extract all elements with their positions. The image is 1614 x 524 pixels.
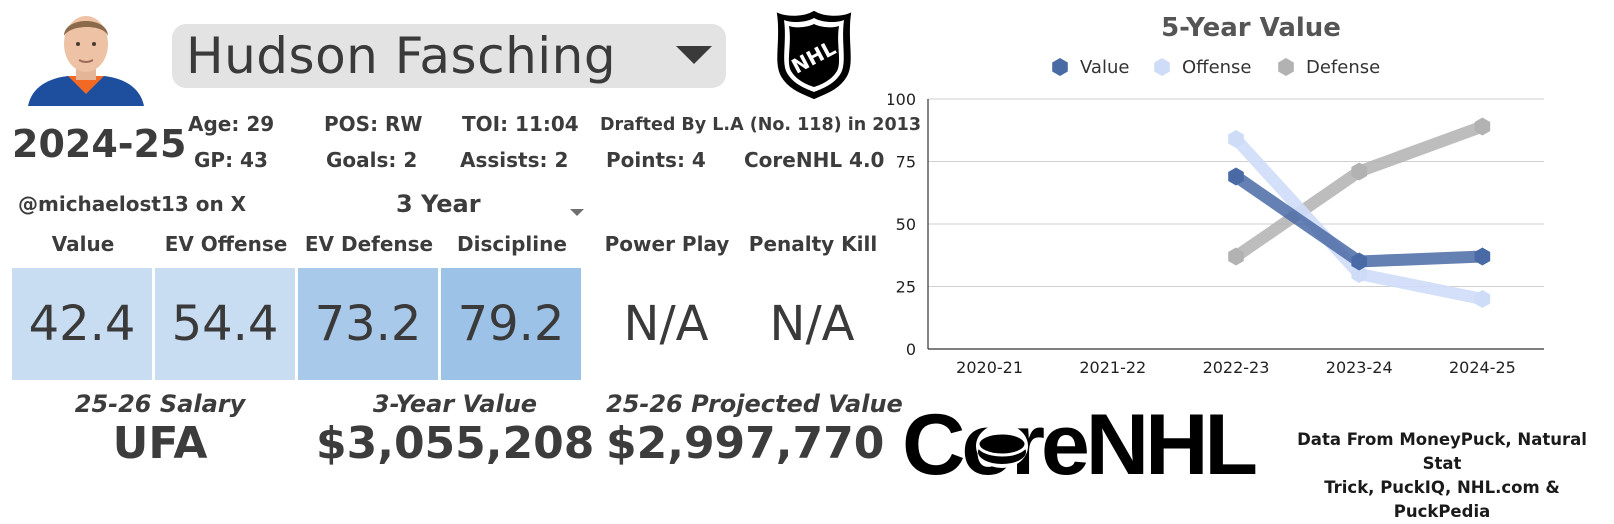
rating-header-ev-defense: EV Defense [304,232,434,256]
series-line-value [1232,171,1483,268]
y-tick-label: 100 [888,90,916,109]
y-tick-label: 75 [896,153,916,172]
credits-line-2: Trick, PuckIQ, NHL.com & PuckPedia [1324,478,1560,521]
five-year-value-chart: 5-Year Value Value Offense Defense 0 25 50 75… [888,13,1544,377]
player-photo [28,16,144,106]
x-tick-label: 2020-21 [956,358,1023,377]
legend-marker-defense [1278,58,1294,76]
x-tick-label: 2021-22 [1079,358,1146,377]
y-tick-label: 25 [896,278,916,297]
x-tick-label: 2023-24 [1326,358,1393,377]
data-point-value [1228,167,1244,186]
rating-header-discipline: Discipline [457,232,567,256]
span-select-value: 3 Year [396,190,481,218]
corenhl-logo: CoreNHL [902,404,1259,484]
x-tick-label: 2024-25 [1449,358,1516,377]
rating-header-value: Value [51,232,115,256]
age-stat: Age: 29 [188,112,275,136]
position-stat: POS: RW [324,112,423,136]
data-point-value [1474,247,1491,266]
data-point-value [1351,252,1367,271]
games-played-stat: GP: 43 [194,148,268,172]
x-tick-label: 2022-23 [1203,358,1270,377]
dropdown-caret-icon[interactable] [676,46,712,64]
chevron-down-icon[interactable] [570,209,584,216]
author-handle: @michaelost13 on X [18,192,247,216]
assists-stat: Assists: 2 [460,148,569,172]
rating-header-ev-offense: EV Offense [164,232,288,256]
projected-value: $2,997,770 [606,418,885,469]
rating-tile-penalty-kill: N/A [742,268,882,380]
three-year-value-label: 3-Year Value [372,390,538,418]
rating-header-penalty-kill: Penalty Kill [748,232,878,256]
version-label: CoreNHL 4.0 [744,148,885,172]
legend-marker-offense [1154,58,1170,76]
rating-header-power-play: Power Play [604,232,730,256]
chart-series [1228,117,1491,308]
salary-label: 25-26 Salary [74,390,246,418]
chart-x-axis: 2020-21 2021-22 2022-23 2023-24 2024-25 [956,358,1516,377]
data-point-offense [1228,130,1244,148]
credits-line-1: Data From MoneyPuck, Natural Stat [1297,430,1587,473]
data-point-defense [1474,117,1491,136]
points-stat: Points: 4 [606,148,706,172]
data-point-defense [1228,247,1244,266]
data-point-defense [1351,162,1367,181]
data-credits: Data From MoneyPuck, Natural Stat Trick,… [1282,428,1602,524]
chart-y-axis: 0 25 50 75 100 [888,90,916,359]
chart-gridlines [927,98,1544,350]
three-year-value: $3,055,208 [316,418,595,469]
chart-legend: Value Offense Defense [1052,57,1380,78]
toi-stat: TOI: 11:04 [462,112,579,136]
legend-label-value: Value [1080,57,1129,78]
season-label: 2024-25 [12,122,187,166]
data-point-offense [1351,265,1367,283]
rating-tile-ev-defense: 73.2 [298,268,438,380]
salary-value: UFA [112,418,208,469]
player-name: Hudson Fasching [186,27,617,85]
data-point-offense [1474,290,1491,308]
svg-text:CoreNHL: CoreNHL [902,404,1255,484]
rating-tile-discipline: 79.2 [441,268,581,380]
nhl-shield-icon: NHL [776,10,852,100]
rating-tile-value: 42.4 [12,268,152,380]
legend-label-offense: Offense [1182,57,1252,78]
legend-marker-value [1052,58,1068,76]
y-tick-label: 50 [896,215,916,234]
projected-value-label: 25-26 Projected Value [606,390,903,418]
player-select-dropdown[interactable] [172,24,726,88]
legend-label-defense: Defense [1306,57,1380,78]
rating-tile-power-play: N/A [596,268,736,380]
draft-info: Drafted By L.A (No. 118) in 2013 [600,115,921,135]
goals-stat: Goals: 2 [326,148,418,172]
chart-title: 5-Year Value [1161,13,1341,43]
series-line-defense [1232,120,1485,262]
y-tick-label: 0 [906,340,916,359]
rating-tile-ev-offense: 54.4 [155,268,295,380]
